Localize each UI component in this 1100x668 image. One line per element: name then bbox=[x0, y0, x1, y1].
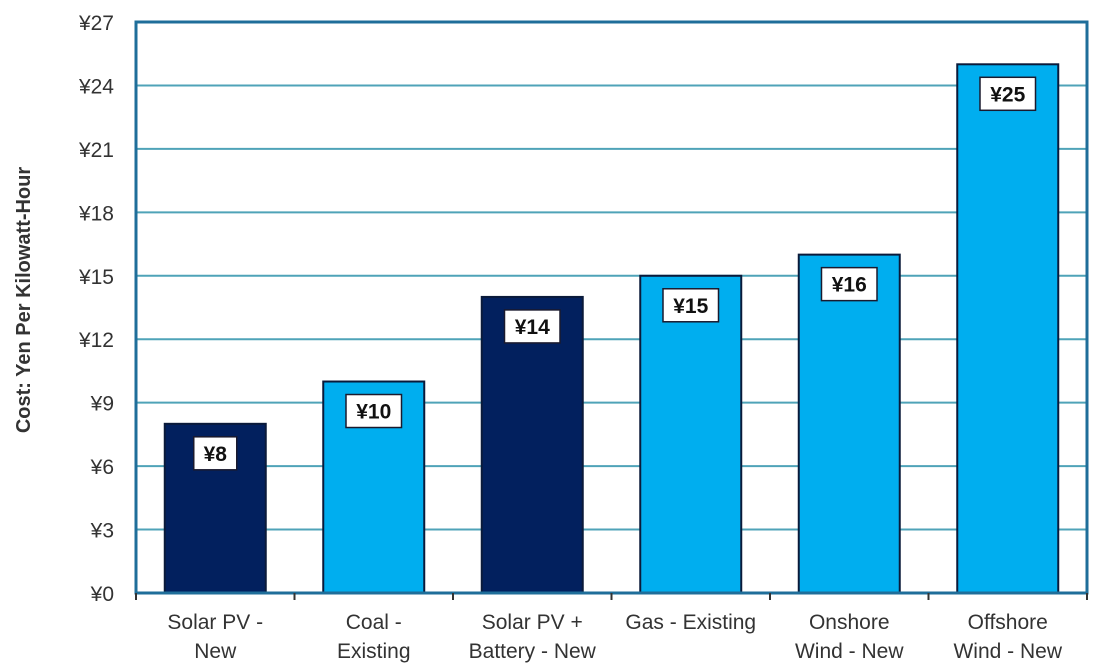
data-label: ¥14 bbox=[515, 316, 550, 339]
data-label-box bbox=[979, 76, 1037, 112]
x-tick-label: Gas - Existing bbox=[625, 611, 756, 634]
x-tick-label: Onshore Wind - New bbox=[795, 611, 904, 663]
bars bbox=[163, 63, 1060, 594]
y-tick-label: ¥3 bbox=[90, 520, 114, 543]
y-tick-label: ¥12 bbox=[78, 329, 114, 352]
data-label: ¥10 bbox=[356, 401, 391, 424]
data-label-box bbox=[345, 393, 403, 429]
x-axis-ticks: Solar PV -New Coal -Existing Solar PV + Bat… bbox=[135, 593, 1088, 663]
y-tick-label: ¥0 bbox=[90, 583, 114, 606]
y-tick-label: ¥21 bbox=[78, 139, 114, 162]
data-label: ¥15 bbox=[673, 295, 708, 318]
bar bbox=[797, 253, 901, 594]
y-tick-label: ¥9 bbox=[90, 393, 114, 416]
data-label-box bbox=[662, 288, 720, 323]
bar bbox=[480, 295, 584, 594]
gridlines bbox=[136, 84, 1087, 531]
data-label: ¥25 bbox=[990, 83, 1025, 106]
data-label: ¥16 bbox=[832, 274, 867, 297]
x-tick-label: Offshore Wind - New bbox=[953, 611, 1062, 663]
y-tick-label: ¥24 bbox=[78, 75, 114, 98]
data-label-box bbox=[193, 436, 238, 471]
x-tick-label: Solar PV + Battery - New bbox=[469, 611, 597, 663]
data-label-box bbox=[820, 266, 878, 302]
bar bbox=[956, 63, 1060, 594]
x-tick-label: Coal -Existing bbox=[337, 611, 411, 663]
data-labels: ¥8 ¥10 ¥14 ¥15 ¥16 ¥25 bbox=[193, 76, 1037, 471]
plot-frame bbox=[134, 20, 1089, 595]
x-tick-label: Solar PV -New bbox=[167, 611, 263, 663]
data-label-box bbox=[503, 309, 561, 344]
y-tick-label: ¥27 bbox=[78, 12, 114, 35]
bar bbox=[639, 274, 743, 594]
y-axis-ticks: ¥0 ¥3 ¥6 ¥9 ¥12 ¥15 ¥18 ¥21 ¥24 ¥27 bbox=[78, 12, 114, 606]
data-label: ¥8 bbox=[204, 443, 228, 466]
y-tick-label: ¥6 bbox=[90, 456, 114, 479]
y-axis-title: Cost: Yen Per Kilowatt-Hour bbox=[13, 167, 35, 434]
y-tick-label: ¥18 bbox=[78, 202, 114, 225]
y-tick-label: ¥15 bbox=[78, 266, 114, 289]
